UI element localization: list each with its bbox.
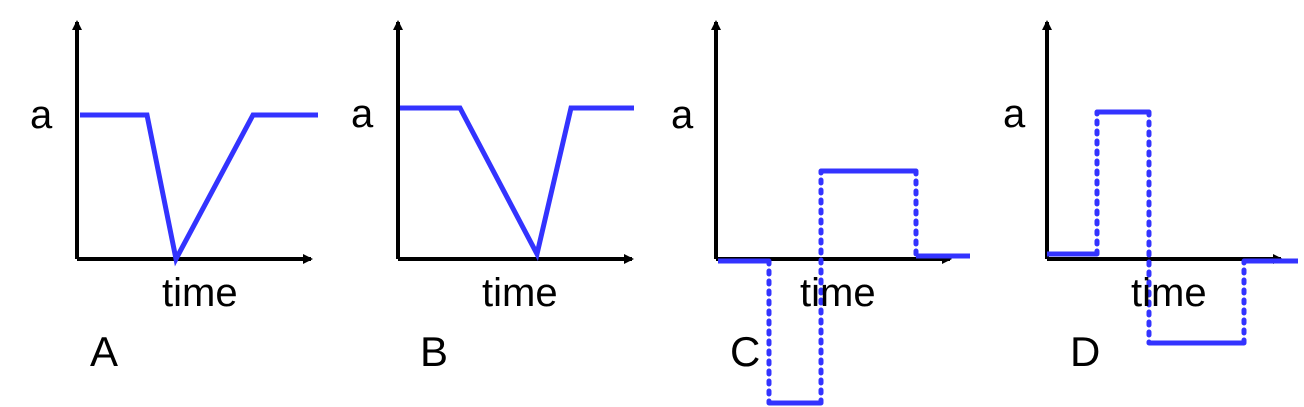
- panel-a: a time A: [30, 20, 318, 375]
- panel-b-curve: [400, 105, 634, 262]
- panel-c-label: C: [730, 328, 760, 375]
- panel-a-x-axis-label: time: [162, 271, 238, 315]
- panel-c-x-axis-label: time: [800, 271, 876, 315]
- panel-c: a time C: [671, 20, 970, 406]
- panel-b-x-axis-label: time: [482, 271, 558, 315]
- panel-b: a time B: [351, 20, 634, 375]
- panel-b-y-axis-label: a: [351, 92, 374, 136]
- panel-d-x-axis-label: time: [1131, 271, 1207, 315]
- panel-a-y-axis-label: a: [30, 93, 53, 137]
- panel-a-label: A: [90, 328, 118, 375]
- panel-d-label: D: [1070, 328, 1100, 375]
- panel-c-y-axis-label: a: [671, 93, 694, 137]
- panel-d-y-axis-label: a: [1003, 92, 1026, 136]
- panel-b-label: B: [420, 328, 448, 375]
- panel-a-curve: [80, 112, 318, 267]
- panel-d: a time D: [1003, 20, 1298, 375]
